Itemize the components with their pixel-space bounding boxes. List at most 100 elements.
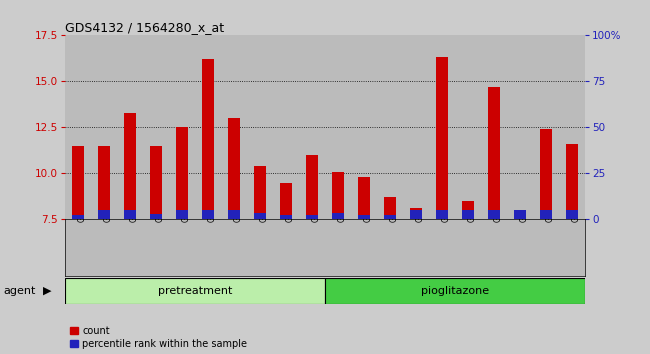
Bar (533, 35, 559, 219)
Bar (384, 198, 396, 219)
Bar (462, 210, 474, 219)
Bar (559, 219, 585, 276)
Text: GSM201839: GSM201839 (442, 176, 451, 222)
Bar (117, 219, 143, 276)
Text: GDS4132 / 1564280_x_at: GDS4132 / 1564280_x_at (65, 21, 224, 34)
Bar (195, 219, 221, 276)
Bar (124, 210, 136, 219)
Bar (254, 213, 266, 219)
Bar (540, 210, 552, 219)
Bar (117, 35, 143, 219)
Bar (351, 219, 377, 276)
Bar (358, 215, 370, 219)
Bar (280, 215, 292, 219)
Bar (455, 219, 481, 276)
Bar (403, 35, 429, 219)
Bar (202, 59, 214, 219)
Bar (325, 35, 351, 219)
Text: GSM201829: GSM201829 (182, 176, 191, 222)
Bar (273, 219, 299, 276)
Text: GSM201838: GSM201838 (416, 176, 425, 222)
Text: GSM201545: GSM201545 (156, 176, 165, 222)
Bar (488, 210, 500, 219)
Bar (429, 35, 455, 219)
Text: GSM201833: GSM201833 (286, 176, 295, 222)
Bar (98, 146, 110, 219)
Bar (403, 219, 429, 276)
Text: ▶: ▶ (42, 286, 51, 296)
Text: GSM201837: GSM201837 (390, 176, 399, 222)
Text: GSM201831: GSM201831 (234, 176, 243, 222)
Bar (228, 210, 240, 219)
Text: pretreatment: pretreatment (158, 286, 232, 296)
Bar (169, 219, 195, 276)
Text: GSM201842: GSM201842 (520, 176, 529, 222)
Bar (65, 35, 91, 219)
Bar (488, 87, 500, 219)
Bar (455, 35, 481, 219)
Text: GSM201542: GSM201542 (78, 176, 87, 222)
Bar (507, 35, 533, 219)
Bar (540, 129, 552, 219)
Text: GSM201844: GSM201844 (572, 176, 581, 222)
Bar (377, 35, 403, 219)
Bar (566, 144, 578, 219)
Bar (514, 210, 526, 219)
Bar (332, 172, 344, 219)
Bar (429, 219, 455, 276)
Bar (91, 35, 117, 219)
Bar (254, 166, 266, 219)
Bar (410, 209, 422, 219)
Bar (566, 210, 578, 219)
Bar (280, 183, 292, 219)
Text: GSM201841: GSM201841 (494, 176, 503, 222)
Bar (221, 219, 247, 276)
Bar (72, 146, 84, 219)
Bar (91, 219, 117, 276)
Bar (247, 35, 273, 219)
Text: GSM201543: GSM201543 (104, 176, 113, 222)
Text: GSM201830: GSM201830 (208, 176, 217, 222)
Text: GSM201834: GSM201834 (312, 176, 321, 222)
Bar (65, 219, 91, 276)
Bar (351, 35, 377, 219)
Bar (514, 210, 526, 219)
Bar (150, 146, 162, 219)
Bar (98, 210, 110, 219)
Bar (195, 35, 221, 219)
Bar (299, 35, 325, 219)
Bar (221, 35, 247, 219)
Bar (143, 35, 169, 219)
Bar (481, 219, 507, 276)
Text: GSM201544: GSM201544 (130, 176, 139, 222)
Bar (358, 177, 370, 219)
Text: GSM201832: GSM201832 (260, 176, 269, 222)
Bar (124, 113, 136, 219)
Bar (176, 210, 188, 219)
Bar (462, 201, 474, 219)
Bar (436, 210, 448, 219)
Text: GSM201840: GSM201840 (468, 176, 477, 222)
Text: GSM201835: GSM201835 (338, 176, 347, 222)
Bar (169, 35, 195, 219)
Text: agent: agent (3, 286, 36, 296)
Bar (65, 278, 325, 304)
Bar (306, 155, 318, 219)
Bar (176, 127, 188, 219)
Bar (273, 35, 299, 219)
Bar (410, 210, 422, 219)
Bar (72, 215, 84, 219)
Bar (377, 219, 403, 276)
Bar (507, 219, 533, 276)
Text: GSM201836: GSM201836 (364, 176, 373, 222)
Bar (436, 57, 448, 219)
Bar (481, 35, 507, 219)
Legend: count, percentile rank within the sample: count, percentile rank within the sample (70, 326, 248, 349)
Bar (247, 219, 273, 276)
Bar (150, 214, 162, 219)
Bar (143, 219, 169, 276)
Bar (306, 215, 318, 219)
Bar (299, 219, 325, 276)
Bar (332, 213, 344, 219)
Bar (325, 219, 351, 276)
